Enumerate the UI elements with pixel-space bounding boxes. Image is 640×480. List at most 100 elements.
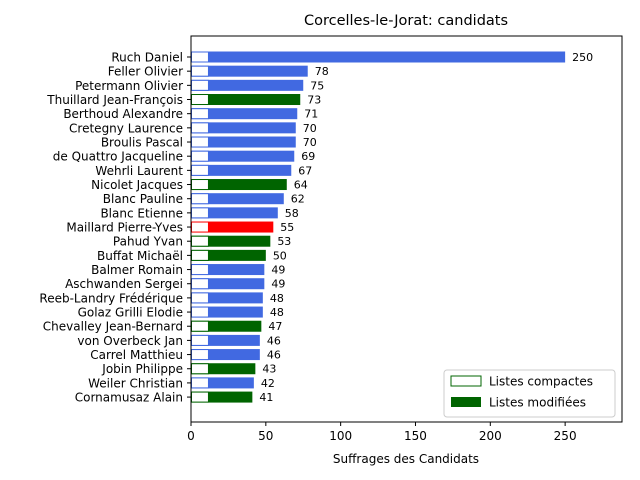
legend-label: Listes compactes xyxy=(489,375,593,389)
y-tick-label: Aschwanden Sergei xyxy=(65,277,183,291)
bar-compact xyxy=(191,150,209,162)
bar-modified xyxy=(191,320,262,332)
bar-value-label: 64 xyxy=(294,179,308,192)
y-tick-label: Weiler Christian xyxy=(88,376,183,390)
y-tick-label: Buffat Michaël xyxy=(97,249,183,263)
bar-compact xyxy=(191,320,209,332)
y-tick-label: Petermann Olivier xyxy=(75,79,183,93)
bar-compact xyxy=(191,391,209,403)
bar-compact xyxy=(191,235,209,247)
bar-value-label: 50 xyxy=(273,249,287,262)
y-tick-label: de Quattro Jacqueline xyxy=(53,150,183,164)
bar-compact xyxy=(191,51,209,63)
bar-value-label: 73 xyxy=(307,94,321,107)
bar-modified xyxy=(191,207,278,219)
bar-value-label: 70 xyxy=(303,122,317,135)
y-tick-label: Pahud Yvan xyxy=(113,235,183,249)
bar-value-label: 49 xyxy=(271,278,285,291)
x-tick-label: 0 xyxy=(187,429,195,443)
bar-value-label: 71 xyxy=(304,108,318,121)
x-tick-label: 50 xyxy=(258,429,273,443)
bar-value-label: 250 xyxy=(572,51,593,64)
y-tick-label: Nicolet Jacques xyxy=(91,178,183,192)
bar-compact xyxy=(191,179,209,191)
x-tick-label: 100 xyxy=(329,429,352,443)
plot-frame xyxy=(190,35,623,423)
y-tick-label: von Overbeck Jan xyxy=(77,334,183,348)
y-tick-label: Wehrli Laurent xyxy=(95,164,183,178)
legend-box xyxy=(443,369,616,418)
bar-modified xyxy=(191,51,566,63)
bar-value-label: 69 xyxy=(301,150,315,163)
y-tick-label: Maillard Pierre-Yves xyxy=(66,221,183,235)
bar-compact xyxy=(191,108,209,120)
bar-compact xyxy=(191,65,209,77)
bar-modified xyxy=(191,377,254,389)
bar-value-label: 46 xyxy=(267,349,281,362)
y-tick-label: Berthoud Alexandre xyxy=(63,107,183,121)
bar-modified xyxy=(191,94,301,106)
bar-value-label: 43 xyxy=(262,363,276,376)
bar-modified xyxy=(191,79,304,91)
bar-compact xyxy=(191,94,209,106)
bar-modified xyxy=(191,334,260,346)
bar-value-label: 62 xyxy=(291,193,305,206)
bar-modified xyxy=(191,363,256,375)
bar-modified xyxy=(191,164,292,176)
y-tick-label: Broulis Pascal xyxy=(101,136,183,150)
bar-modified xyxy=(191,221,274,233)
x-tick-label: 150 xyxy=(404,429,427,443)
bar-compact xyxy=(191,249,209,261)
bar-modified xyxy=(191,306,263,318)
bar-compact xyxy=(191,334,209,346)
bar-modified xyxy=(191,235,271,247)
bar-value-label: 75 xyxy=(310,79,324,92)
bar-value-label: 42 xyxy=(261,377,275,390)
bar-modified xyxy=(191,136,296,148)
bar-modified xyxy=(191,179,287,191)
bar-modified xyxy=(191,391,253,403)
y-tick-label: Reeb-Landry Frédérique xyxy=(39,291,183,305)
y-tick-label: Thuillard Jean-François xyxy=(46,93,183,107)
y-tick-label: Chevalley Jean-Bernard xyxy=(43,320,183,334)
bar-modified xyxy=(191,122,296,134)
bar-modified xyxy=(191,278,265,290)
bar-value-label: 46 xyxy=(267,334,281,347)
bar-compact xyxy=(191,292,209,304)
bar-value-label: 48 xyxy=(270,292,284,305)
y-tick-label: Blanc Etienne xyxy=(100,206,183,220)
chart-title: Corcelles-le-Jorat: candidats xyxy=(304,13,508,29)
bar-value-label: 67 xyxy=(298,164,312,177)
legend-label: Listes modifiées xyxy=(489,396,586,410)
bar-compact xyxy=(191,221,209,233)
bar-compact xyxy=(191,377,209,389)
bar-compact xyxy=(191,349,209,361)
y-tick-label: Feller Olivier xyxy=(108,65,183,79)
legend-swatch-modified xyxy=(451,397,481,407)
bar-modified xyxy=(191,150,295,162)
bar-value-label: 48 xyxy=(270,306,284,319)
y-tick-label: Jobin Philippe xyxy=(101,362,183,376)
bar-value-label: 47 xyxy=(268,320,282,333)
bar-value-label: 55 xyxy=(280,221,294,234)
x-tick-label: 200 xyxy=(479,429,502,443)
y-tick-label: Golaz Grilli Elodie xyxy=(78,306,183,320)
bar-modified xyxy=(191,264,265,276)
legend: Listes compactes Listes modifiées xyxy=(443,369,616,418)
bar-value-label: 58 xyxy=(285,207,299,220)
bar-value-label: 78 xyxy=(315,65,329,78)
bar-compact xyxy=(191,363,209,375)
bar-value-label: 70 xyxy=(303,136,317,149)
bar-compact xyxy=(191,122,209,134)
bar-value-label: 53 xyxy=(277,235,291,248)
y-tick-label: Blanc Pauline xyxy=(103,192,183,206)
bar-modified xyxy=(191,349,260,361)
bar-modified xyxy=(191,249,266,261)
y-tick-label: Ruch Daniel xyxy=(111,51,183,65)
bar-modified xyxy=(191,193,284,205)
bar-compact xyxy=(191,193,209,205)
bar-compact xyxy=(191,136,209,148)
bar-modified xyxy=(191,65,308,77)
